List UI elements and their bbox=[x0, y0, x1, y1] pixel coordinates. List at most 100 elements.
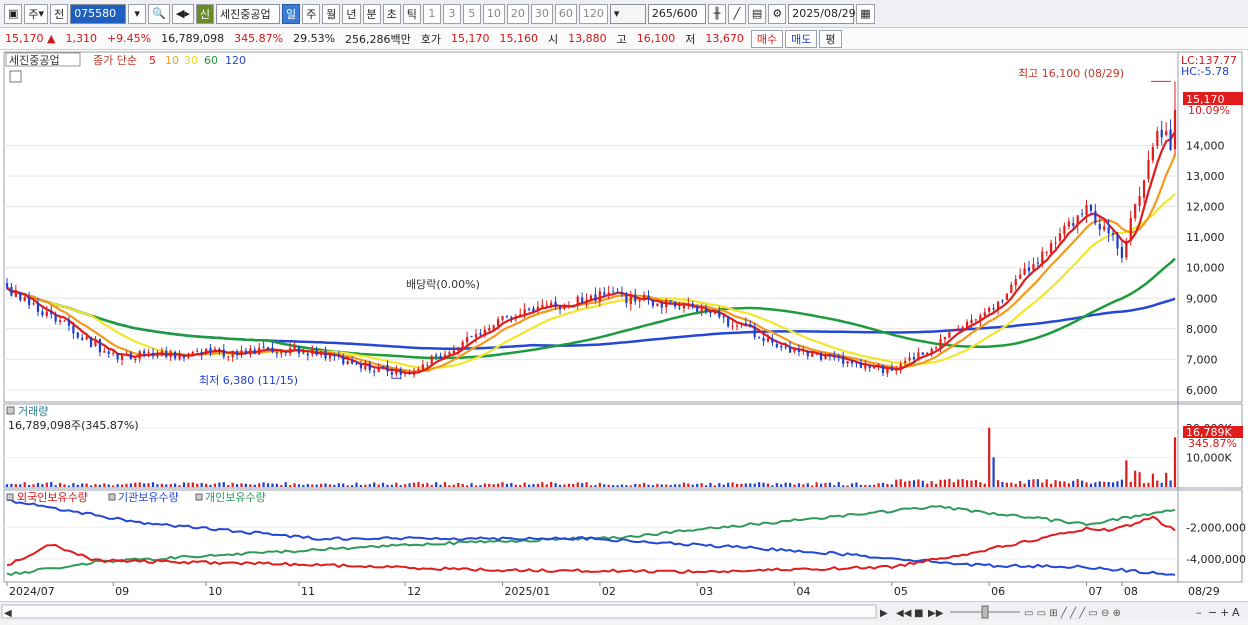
zoom-plus-icon[interactable]: + bbox=[1220, 606, 1229, 619]
volume-bar bbox=[957, 479, 960, 487]
candle-type-icon[interactable]: ╫ bbox=[707, 3, 726, 24]
scroll-track[interactable] bbox=[1, 604, 877, 619]
legend-individual: 개인보유수량 bbox=[205, 491, 266, 504]
x-tick-label: 02 bbox=[602, 585, 616, 598]
search-icon[interactable]: 🔍 bbox=[148, 3, 170, 24]
volume-bar bbox=[1063, 481, 1066, 487]
stop-icon[interactable]: ■ bbox=[914, 608, 923, 619]
candle-body bbox=[811, 353, 814, 357]
auto-scale-icon[interactable]: A bbox=[1232, 606, 1240, 619]
candle-body bbox=[850, 360, 854, 364]
code-dropdown-icon[interactable]: ▾ bbox=[128, 3, 147, 24]
zoom-minus-icon[interactable]: − bbox=[1208, 606, 1217, 619]
volume-bar bbox=[1165, 472, 1168, 487]
interval-10[interactable]: 10 bbox=[482, 3, 505, 24]
count-input[interactable]: 265/600 bbox=[647, 3, 706, 24]
volume-bar bbox=[629, 485, 632, 487]
legend-foreign: 외국인보유수량 bbox=[17, 491, 88, 504]
candle-body bbox=[510, 317, 513, 319]
volume-bar bbox=[625, 485, 628, 487]
date-input[interactable]: 2025/08/29 bbox=[788, 3, 856, 24]
bid1: 15,170 bbox=[451, 32, 490, 45]
candle-body bbox=[191, 352, 194, 355]
volume-bar bbox=[32, 484, 35, 487]
market-select[interactable]: 주 ▾ bbox=[24, 3, 49, 24]
candle-body bbox=[1076, 215, 1079, 226]
candle-body bbox=[266, 347, 270, 349]
volume-bar bbox=[1054, 480, 1057, 487]
period-second[interactable]: 초 bbox=[382, 3, 401, 24]
scroll-left-icon[interactable]: ◀ bbox=[4, 608, 12, 619]
bottom-scrollbar[interactable]: ◀ ▶ ◀◀ ■ ▶▶ ▭ ▭ ⊞ ╱ ╱ ╱ ▭ ⊖ ⊕ – − + A bbox=[0, 601, 1248, 621]
candle-body bbox=[585, 299, 588, 303]
volume-bar bbox=[1005, 482, 1008, 487]
zoom-handle[interactable] bbox=[981, 605, 989, 619]
settings-icon[interactable]: ⚙ bbox=[768, 3, 787, 24]
x-tick-label: 2024/07 bbox=[9, 585, 55, 598]
period-month[interactable]: 월 bbox=[322, 3, 341, 24]
eval-button[interactable]: 평 bbox=[819, 29, 842, 48]
prev-button[interactable]: 전 bbox=[50, 3, 69, 24]
sell-button[interactable]: 매도 bbox=[785, 29, 818, 48]
volume-bar bbox=[244, 483, 248, 487]
interval-input[interactable]: ▾ bbox=[609, 3, 646, 24]
grid-toggle-icon[interactable] bbox=[9, 70, 22, 83]
tool-icons[interactable]: ▭ ▭ ⊞ ╱ ╱ ╱ ▭ ⊖ ⊕ bbox=[1024, 606, 1121, 619]
stock-chart[interactable]: 6,000 7,000 8,000 9,000 10,000 11,000 12,000 13… bbox=[0, 50, 1248, 601]
period-day[interactable]: 일 bbox=[282, 3, 301, 24]
interval-5[interactable]: 5 bbox=[462, 3, 481, 24]
volume-bar bbox=[603, 484, 606, 487]
candle-body bbox=[94, 339, 97, 347]
save-icon[interactable]: ▤ bbox=[747, 3, 767, 24]
calendar-icon[interactable]: ▦ bbox=[856, 3, 875, 24]
candle-body bbox=[1169, 129, 1172, 150]
candle-body bbox=[474, 334, 478, 338]
zoom-out-icon[interactable]: – bbox=[1196, 606, 1202, 619]
volume-bar bbox=[120, 484, 124, 487]
new-badge[interactable]: 신 bbox=[195, 3, 214, 24]
volume-bar bbox=[337, 483, 340, 487]
candle-body bbox=[1027, 267, 1031, 272]
interval-20[interactable]: 20 bbox=[506, 3, 529, 24]
draw-tool-icon[interactable]: ╱ bbox=[727, 3, 746, 24]
candle-body bbox=[320, 351, 323, 355]
scroll-right-icon[interactable]: ▶ bbox=[880, 608, 888, 619]
chart-menu-icon[interactable]: ▣ bbox=[4, 3, 23, 24]
candle-body bbox=[1045, 252, 1048, 254]
volume-bar bbox=[815, 482, 818, 487]
volume-bar bbox=[735, 483, 739, 487]
volume-bar bbox=[793, 484, 796, 487]
price-tick-label: 10,000 bbox=[1186, 262, 1225, 275]
candle-body bbox=[678, 307, 681, 309]
code-input[interactable]: 075580 bbox=[70, 3, 127, 24]
volume-bar bbox=[665, 484, 668, 487]
candle-body bbox=[877, 365, 880, 367]
period-minute[interactable]: 분 bbox=[362, 3, 381, 24]
volume-bar bbox=[886, 484, 889, 487]
volume-bar bbox=[479, 485, 482, 487]
panel-border-2 bbox=[3, 403, 1243, 489]
rewind-icon[interactable]: ◀◀ bbox=[896, 608, 912, 619]
last-price-label: 15,170 bbox=[1186, 93, 1225, 106]
x-tick-label: 09 bbox=[115, 585, 129, 598]
period-week[interactable]: 주 bbox=[302, 3, 321, 24]
period-year[interactable]: 년 bbox=[342, 3, 361, 24]
forward-icon[interactable]: ▶▶ bbox=[928, 608, 944, 619]
candle-body bbox=[992, 308, 995, 310]
candle-body bbox=[709, 311, 712, 314]
sound-icon[interactable]: ◀▸ bbox=[171, 3, 194, 24]
buy-button[interactable]: 매수 bbox=[750, 29, 784, 48]
volume-bar bbox=[718, 483, 721, 487]
interval-1[interactable]: 1 bbox=[422, 3, 441, 24]
interval-120[interactable]: 120 bbox=[578, 3, 608, 24]
interval-30[interactable]: 30 bbox=[530, 3, 553, 24]
candle-body bbox=[912, 356, 916, 360]
candle-body bbox=[28, 296, 31, 306]
period-tick[interactable]: 틱 bbox=[402, 3, 421, 24]
candle-body bbox=[673, 302, 677, 307]
volume-bar bbox=[218, 482, 221, 487]
interval-3[interactable]: 3 bbox=[442, 3, 461, 24]
interval-60[interactable]: 60 bbox=[554, 3, 577, 24]
candle-body bbox=[1103, 226, 1106, 230]
volume-value: 16,789,098 bbox=[161, 32, 225, 45]
